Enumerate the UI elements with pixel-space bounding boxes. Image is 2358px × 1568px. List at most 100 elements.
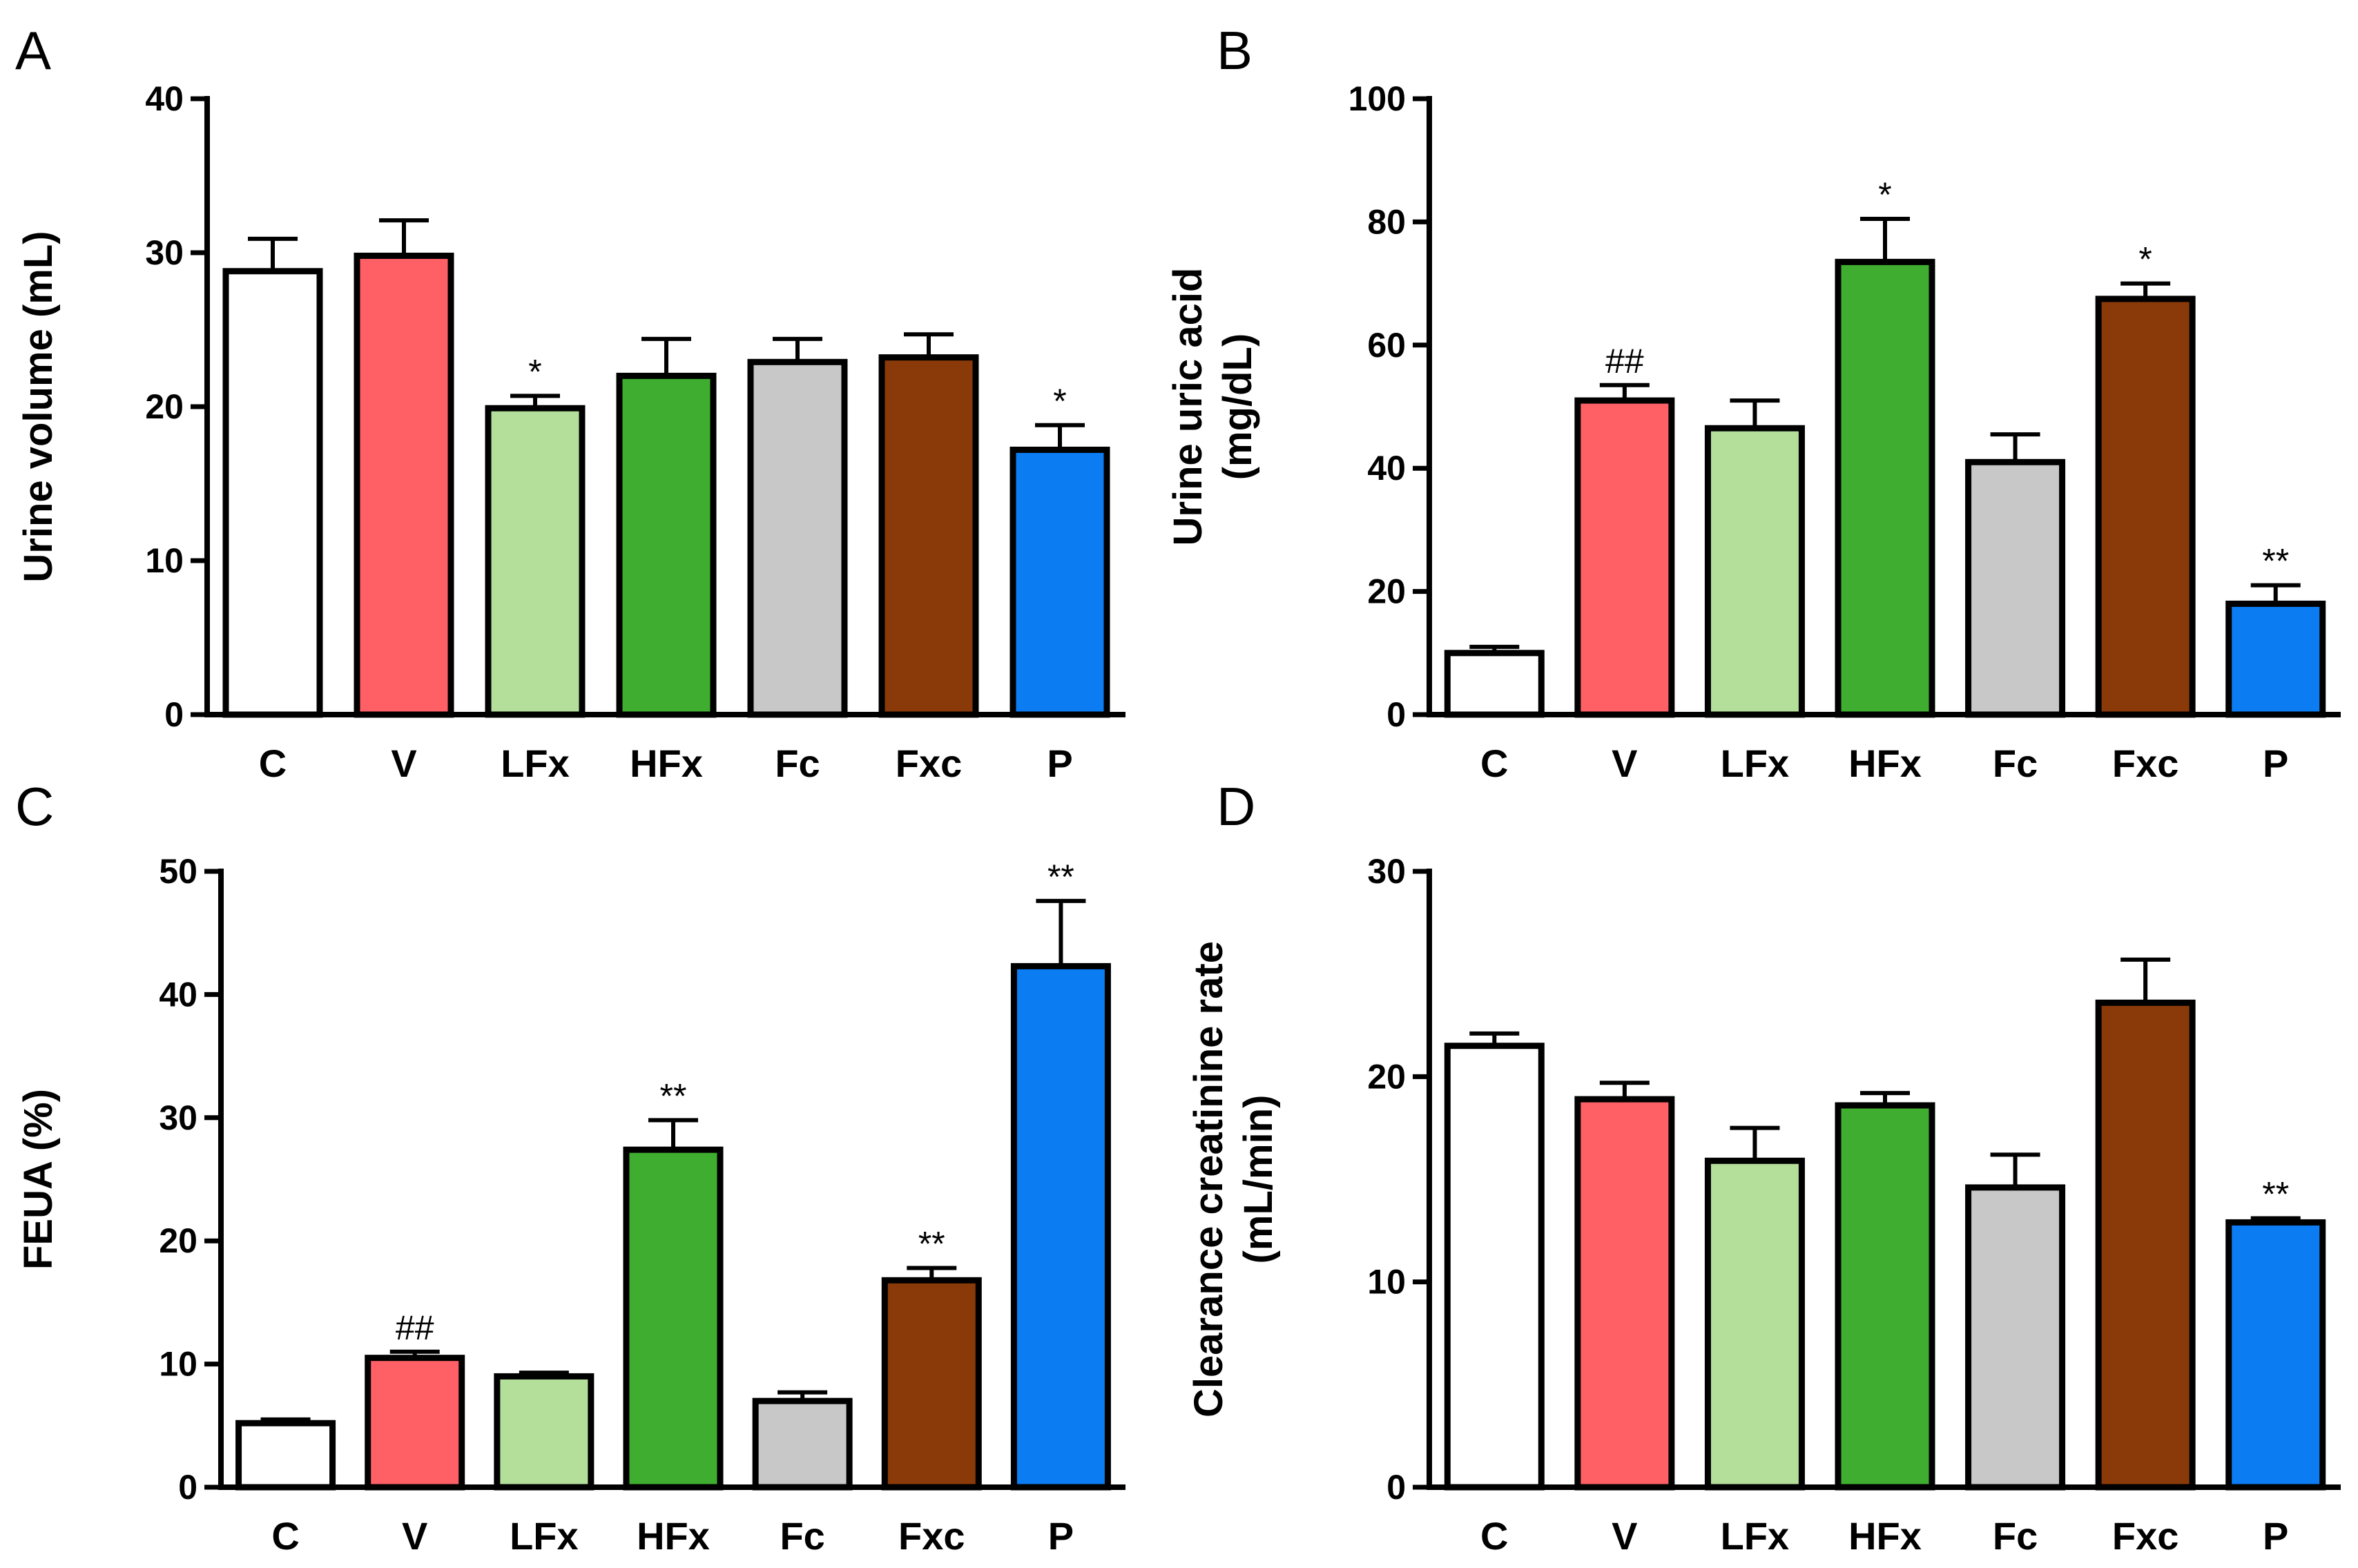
bar-hfx — [1835, 258, 1935, 718]
bar-fc — [1965, 1184, 2066, 1491]
y-tick-label: 10 — [159, 1345, 197, 1384]
significance-label: ## — [396, 1308, 434, 1347]
y-tick-label: 0 — [178, 1468, 197, 1507]
bar-hfx — [623, 1146, 724, 1491]
bar-c — [235, 1420, 336, 1491]
bar-lfx — [1704, 425, 1805, 718]
y-tick-label: 0 — [1386, 1468, 1406, 1507]
bar-p — [1010, 962, 1111, 1491]
x-tick-label: Fxc — [898, 1514, 965, 1558]
panel-b: B Urine uric acid (mg/dL) 0 20 40 60 80 100 C ## V L… — [1166, 20, 2341, 785]
x-tick-label: Fc — [1993, 1514, 2038, 1558]
y-tick-label: 0 — [1386, 695, 1406, 734]
y-tick-label: 40 — [1367, 449, 1406, 487]
bar-c — [1444, 1043, 1545, 1491]
y-tick-label: 30 — [145, 233, 184, 272]
x-tick-label: LFx — [1721, 1514, 1790, 1558]
y-tick-label: 60 — [1367, 326, 1406, 365]
y-tick-label: 20 — [159, 1221, 197, 1260]
y-tick-label: 0 — [164, 695, 184, 734]
significance-label: * — [2138, 240, 2152, 279]
x-tick-label: Fc — [1993, 742, 2038, 785]
y-tick-label: 80 — [1367, 202, 1406, 241]
bar-fxc — [878, 354, 979, 718]
panel-d: D Clearance creatinine rate (mL/min) 0 10 20 3… — [1186, 776, 2341, 1558]
y-axis-label: FEUA (%) — [16, 1089, 61, 1270]
y-tick-label: 20 — [145, 387, 184, 426]
x-tick-label: P — [2263, 742, 2288, 785]
significance-label: * — [528, 352, 541, 391]
x-tick-label: V — [402, 1514, 427, 1558]
x-tick-label: C — [1480, 742, 1508, 785]
y-tick-label: 20 — [1367, 1057, 1406, 1096]
y-tick-label: 40 — [145, 79, 184, 118]
bar-lfx — [485, 405, 586, 718]
significance-label: * — [1053, 382, 1066, 420]
x-tick-label: Fc — [780, 1514, 824, 1558]
y-tick-label: 100 — [1349, 79, 1406, 118]
x-tick-label: P — [2263, 1514, 2288, 1558]
x-tick-label: V — [391, 742, 416, 785]
bar-p — [2225, 600, 2326, 718]
x-tick-label: HFx — [637, 1514, 710, 1558]
x-tick-label: LFx — [501, 742, 570, 785]
bar-lfx — [1704, 1157, 1805, 1491]
panel-letter: C — [15, 776, 54, 837]
significance-label: ** — [2262, 1174, 2289, 1213]
y-tick-label: 20 — [1367, 572, 1406, 611]
y-axis-label: Urine volume (mL) — [16, 231, 61, 582]
significance-label: ** — [918, 1224, 945, 1263]
y-tick-label: 10 — [145, 541, 184, 580]
panel-letter: D — [1217, 776, 1255, 837]
bar-v — [365, 1355, 465, 1491]
y-tick-label: 40 — [159, 975, 197, 1014]
bar-c — [1444, 650, 1545, 718]
significance-label: ## — [1605, 342, 1644, 380]
x-tick-label: LFx — [1721, 742, 1790, 785]
bar-fc — [1965, 458, 2066, 718]
bar-p — [1009, 446, 1110, 718]
panel-letter: B — [1217, 20, 1253, 81]
x-tick-label: Fxc — [2112, 742, 2179, 785]
bar-lfx — [494, 1373, 595, 1491]
x-tick-label: HFx — [1848, 1514, 1922, 1558]
x-tick-label: HFx — [630, 742, 703, 785]
bar-v — [1574, 397, 1675, 718]
bar-fxc — [2095, 999, 2196, 1491]
panel-c: C FEUA (%) 0 10 20 30 40 50 C ## V LFx ** HFx Fc ** Fxc *… — [15, 776, 1125, 1558]
x-tick-label: Fxc — [2112, 1514, 2179, 1558]
bar-hfx — [1835, 1102, 1935, 1491]
y-tick-label: 30 — [1367, 852, 1406, 891]
significance-label: ** — [1047, 858, 1074, 896]
x-tick-label: Fc — [775, 742, 820, 785]
bar-hfx — [616, 372, 717, 718]
significance-label: * — [1878, 175, 1891, 214]
x-tick-label: LFx — [510, 1514, 579, 1558]
x-tick-label: C — [1480, 1514, 1508, 1558]
x-tick-label: V — [1612, 1514, 1637, 1558]
y-axis-label: Urine uric acid (mg/dL) — [1166, 268, 1260, 546]
y-tick-label: 50 — [159, 852, 197, 891]
bar-fxc — [2095, 296, 2196, 718]
panel-a: A Urine volume (mL) 0 10 20 30 40 C V * LFx HFx Fc Fx… — [15, 20, 1125, 785]
y-axis-label: Clearance creatinine rate (mL/min) — [1186, 941, 1281, 1417]
bar-c — [222, 268, 323, 718]
x-tick-label: C — [259, 742, 287, 785]
bar-p — [2225, 1219, 2326, 1491]
y-tick-label: 10 — [1367, 1263, 1406, 1301]
x-tick-label: C — [271, 1514, 299, 1558]
x-tick-label: Fxc — [896, 742, 963, 785]
y-tick-label: 30 — [159, 1098, 197, 1137]
bar-fc — [752, 1397, 853, 1491]
panel-letter: A — [15, 20, 51, 81]
bar-v — [1574, 1096, 1675, 1491]
bar-v — [354, 252, 454, 718]
bar-fc — [747, 358, 848, 718]
x-tick-label: P — [1047, 742, 1072, 785]
bar-fxc — [881, 1277, 982, 1491]
x-tick-label: HFx — [1848, 742, 1922, 785]
significance-label: ** — [660, 1076, 687, 1115]
x-tick-label: V — [1612, 742, 1637, 785]
significance-label: ** — [2262, 542, 2289, 581]
